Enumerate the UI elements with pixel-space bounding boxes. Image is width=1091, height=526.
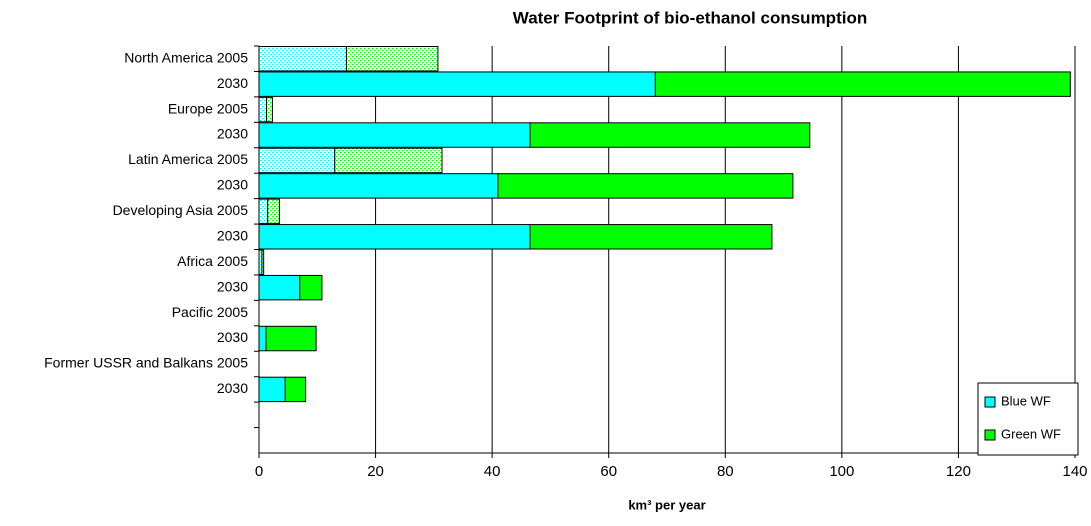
- bar: [258, 274, 301, 301]
- x-tick-label: 100: [829, 463, 854, 480]
- bar: [258, 147, 336, 174]
- y-tick-label: Africa 2005: [177, 253, 248, 269]
- y-tick-label: 2030: [217, 278, 248, 294]
- bar: [258, 173, 499, 199]
- bar: [654, 71, 1071, 97]
- y-tick-label: Pacific 2005: [172, 304, 248, 320]
- y-tick-label: Developing Asia 2005: [113, 202, 249, 218]
- legend-box: [977, 382, 1079, 456]
- y-tick-label: 2030: [217, 227, 248, 243]
- x-tick-label: 20: [367, 463, 384, 480]
- bar: [258, 71, 656, 97]
- bar: [258, 46, 347, 72]
- bar: [497, 173, 794, 199]
- legend-swatch: [984, 396, 996, 408]
- bar: [334, 147, 443, 174]
- y-tick-label: 2030: [217, 380, 248, 396]
- legend-swatch: [984, 429, 996, 441]
- bar: [258, 224, 531, 250]
- bar: [258, 198, 269, 225]
- chart-title: Water Footprint of bio-ethanol consumpti…: [513, 8, 867, 27]
- y-tick-label: Former USSR and Balkans 2005: [44, 355, 248, 371]
- bar: [267, 198, 280, 225]
- x-tick-label: 40: [484, 463, 501, 480]
- legend-label: Blue WF: [1001, 393, 1051, 408]
- bar: [266, 96, 273, 123]
- bar: [529, 122, 811, 148]
- bar: [261, 249, 265, 275]
- y-tick-label: Europe 2005: [168, 100, 248, 116]
- y-tick-label: 2030: [217, 177, 248, 193]
- y-tick-label: 2030: [217, 75, 248, 91]
- bar: [529, 224, 773, 250]
- bar: [258, 122, 531, 148]
- x-axis-label: km³ per year: [628, 497, 705, 512]
- legend-label: Green WF: [1001, 426, 1061, 441]
- bar: [284, 376, 307, 403]
- bar: [258, 325, 267, 352]
- x-tick-label: 140: [1062, 463, 1087, 480]
- bar: [258, 96, 268, 123]
- bar: [299, 274, 323, 301]
- x-tick-label: 0: [255, 463, 263, 480]
- y-tick-label: 2030: [217, 126, 248, 142]
- y-tick-label: 2030: [217, 329, 248, 345]
- x-tick-label: 80: [717, 463, 734, 480]
- x-tick-label: 60: [600, 463, 617, 480]
- y-tick-label: North America 2005: [124, 49, 248, 65]
- bar: [258, 376, 286, 403]
- x-tick-label: 120: [946, 463, 971, 480]
- bar: [345, 46, 439, 72]
- bar: [265, 325, 317, 352]
- y-tick-label: Latin America 2005: [128, 151, 248, 167]
